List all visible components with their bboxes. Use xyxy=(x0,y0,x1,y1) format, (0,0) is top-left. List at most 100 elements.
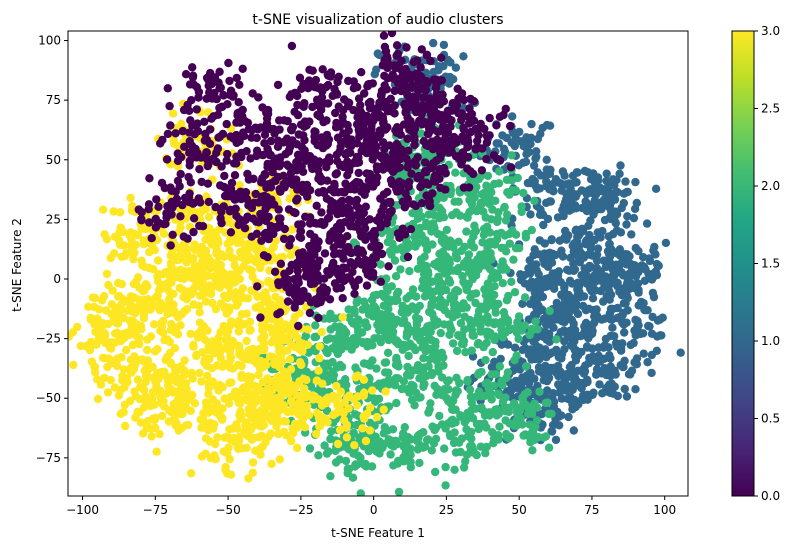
scatter-point-cluster-0 xyxy=(299,187,308,197)
scatter-point-cluster-2 xyxy=(474,368,484,378)
scatter-point-cluster-3 xyxy=(135,340,144,349)
scatter-point-cluster-2 xyxy=(494,409,503,418)
scatter-point-cluster-0 xyxy=(269,163,278,173)
scatter-point-cluster-1 xyxy=(549,281,559,290)
scatter-point-cluster-1 xyxy=(616,161,625,170)
scatter-point-cluster-3 xyxy=(139,239,148,249)
scatter-point-cluster-0 xyxy=(246,154,255,163)
scatter-point-cluster-3 xyxy=(344,404,353,413)
scatter-point-cluster-1 xyxy=(602,169,611,178)
scatter-point-cluster-2 xyxy=(341,456,351,466)
scatter-point-cluster-1 xyxy=(600,364,609,373)
scatter-point-cluster-0 xyxy=(316,298,325,307)
scatter-point-cluster-0 xyxy=(283,116,292,126)
scatter-point-cluster-0 xyxy=(384,262,393,271)
scatter-point-cluster-1 xyxy=(565,266,574,275)
scatter-point-cluster-0 xyxy=(137,214,146,224)
scatter-point-cluster-3 xyxy=(142,424,151,433)
scatter-point-cluster-3 xyxy=(243,431,252,440)
scatter-point-cluster-0 xyxy=(346,258,355,267)
scatter-point-cluster-3 xyxy=(176,362,186,371)
scatter-point-cluster-1 xyxy=(566,184,575,193)
scatter-point-cluster-3 xyxy=(196,267,205,276)
scatter-point-cluster-3 xyxy=(178,285,187,294)
scatter-point-cluster-0 xyxy=(466,94,475,104)
scatter-point-cluster-1 xyxy=(560,337,569,346)
scatter-point-cluster-2 xyxy=(528,446,537,455)
scatter-point-cluster-1 xyxy=(587,321,596,330)
scatter-point-cluster-1 xyxy=(623,212,632,221)
scatter-point-cluster-0 xyxy=(457,160,466,169)
scatter-point-cluster-0 xyxy=(377,249,387,259)
scatter-point-cluster-0 xyxy=(226,205,235,214)
scatter-point-cluster-1 xyxy=(606,304,616,313)
scatter-point-cluster-0 xyxy=(493,154,502,164)
scatter-point-cluster-2 xyxy=(456,319,466,328)
scatter-point-cluster-2 xyxy=(416,336,425,345)
scatter-point-cluster-0 xyxy=(326,68,336,77)
scatter-point-cluster-3 xyxy=(190,240,199,249)
scatter-point-cluster-3 xyxy=(131,331,141,340)
scatter-point-cluster-0 xyxy=(188,71,198,80)
scatter-point-cluster-3 xyxy=(149,301,159,310)
scatter-point-cluster-2 xyxy=(495,422,504,431)
scatter-point-cluster-1 xyxy=(594,351,603,360)
scatter-point-cluster-0 xyxy=(219,182,229,192)
scatter-point-cluster-2 xyxy=(491,332,500,341)
scatter-point-cluster-0 xyxy=(263,252,272,262)
scatter-point-cluster-3 xyxy=(179,293,188,302)
scatter-point-cluster-2 xyxy=(437,279,446,289)
scatter-point-cluster-2 xyxy=(399,247,408,256)
scatter-point-cluster-0 xyxy=(273,80,283,90)
scatter-point-cluster-2 xyxy=(397,384,406,394)
scatter-point-cluster-2 xyxy=(383,348,393,357)
scatter-point-cluster-3 xyxy=(167,278,176,287)
scatter-point-cluster-1 xyxy=(627,270,636,280)
scatter-point-cluster-0 xyxy=(404,146,413,155)
scatter-point-cluster-1 xyxy=(555,236,564,245)
scatter-point-cluster-0 xyxy=(357,232,366,241)
scatter-point-cluster-1 xyxy=(586,216,595,225)
scatter-point-cluster-3 xyxy=(107,300,117,309)
scatter-point-cluster-0 xyxy=(189,214,199,223)
scatter-point-cluster-2 xyxy=(498,265,507,274)
scatter-point-cluster-3 xyxy=(187,469,196,478)
scatter-point-cluster-2 xyxy=(329,370,339,380)
scatter-point-cluster-1 xyxy=(516,270,525,279)
scatter-point-cluster-3 xyxy=(115,208,125,217)
scatter-point-cluster-3 xyxy=(216,299,226,308)
scatter-point-cluster-3 xyxy=(278,252,287,262)
scatter-point-cluster-0 xyxy=(232,73,241,83)
scatter-point-cluster-3 xyxy=(275,455,284,464)
scatter-point-cluster-0 xyxy=(295,232,304,241)
scatter-point-cluster-1 xyxy=(647,350,656,360)
scatter-point-cluster-2 xyxy=(383,226,392,235)
scatter-point-cluster-0 xyxy=(501,104,510,114)
scatter-point-cluster-3 xyxy=(282,381,292,391)
scatter-point-cluster-0 xyxy=(394,61,403,70)
scatter-point-cluster-2 xyxy=(384,304,393,314)
scatter-point-cluster-0 xyxy=(343,171,352,180)
scatter-point-cluster-3 xyxy=(129,324,138,333)
scatter-point-cluster-0 xyxy=(219,202,228,211)
scatter-point-cluster-3 xyxy=(91,368,100,377)
scatter-point-cluster-2 xyxy=(494,179,504,188)
scatter-point-cluster-0 xyxy=(409,57,418,67)
scatter-point-cluster-0 xyxy=(416,63,425,72)
scatter-point-cluster-2 xyxy=(430,314,439,324)
scatter-point-cluster-1 xyxy=(558,252,568,261)
scatter-point-cluster-3 xyxy=(248,400,257,410)
scatter-point-cluster-2 xyxy=(510,288,520,297)
scatter-point-cluster-3 xyxy=(170,369,180,378)
scatter-point-cluster-3 xyxy=(198,256,207,266)
scatter-point-cluster-3 xyxy=(224,399,234,408)
scatter-point-cluster-2 xyxy=(407,395,417,405)
scatter-point-cluster-2 xyxy=(413,431,423,440)
scatter-point-cluster-0 xyxy=(261,216,271,226)
scatter-point-cluster-1 xyxy=(541,282,550,291)
scatter-point-cluster-3 xyxy=(193,333,203,342)
scatter-point-cluster-3 xyxy=(170,414,179,423)
scatter-point-cluster-0 xyxy=(506,121,515,131)
scatter-point-cluster-3 xyxy=(298,347,307,356)
scatter-point-cluster-3 xyxy=(84,302,93,311)
